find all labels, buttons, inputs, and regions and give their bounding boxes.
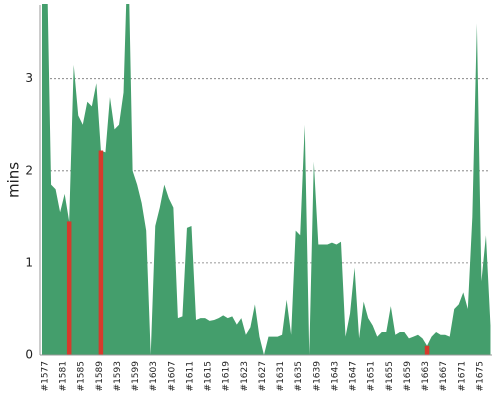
x-tick-label: #1627 xyxy=(258,361,268,391)
failed-bar xyxy=(98,150,104,355)
x-tick-label: #1631 xyxy=(276,361,286,391)
x-tick-label: #1593 xyxy=(113,361,123,391)
x-tick-label: #1663 xyxy=(421,361,431,391)
x-tick-label: #1603 xyxy=(149,361,159,391)
x-tick-label: #1581 xyxy=(59,361,69,391)
x-tick-label: #1635 xyxy=(294,361,304,391)
x-tick-label: #1615 xyxy=(204,361,214,391)
x-tick-label: #1647 xyxy=(349,361,359,391)
y-tick-label: 0 xyxy=(25,348,33,362)
x-tick-label: #1655 xyxy=(385,361,395,391)
failed-bar xyxy=(424,345,430,355)
y-tick-label: 1 xyxy=(25,255,33,269)
x-tick-label: #1623 xyxy=(240,361,250,391)
x-tick-label: #1643 xyxy=(330,361,340,391)
x-tick-label: #1659 xyxy=(403,361,413,392)
x-tick-label: #1589 xyxy=(95,361,105,392)
x-tick-label: #1667 xyxy=(439,361,449,391)
x-tick-label: #1639 xyxy=(312,361,322,392)
plot-area xyxy=(42,4,491,355)
x-tick-label: #1671 xyxy=(457,361,467,391)
x-tick-label: #1577 xyxy=(41,361,51,391)
x-tick-label: #1599 xyxy=(131,361,141,392)
x-tick-label: #1675 xyxy=(475,361,485,391)
x-tick-label: #1651 xyxy=(367,361,377,391)
x-tick-label: #1619 xyxy=(222,361,232,392)
x-tick-label: #1611 xyxy=(185,361,195,391)
y-tick-label: 2 xyxy=(25,163,33,177)
failed-bar xyxy=(66,221,72,355)
y-axis-label: mins xyxy=(5,162,23,198)
y-tick-label: 3 xyxy=(25,71,33,85)
x-tick-label: #1607 xyxy=(167,361,177,391)
x-tick-label: #1585 xyxy=(77,361,87,391)
area xyxy=(42,4,491,355)
